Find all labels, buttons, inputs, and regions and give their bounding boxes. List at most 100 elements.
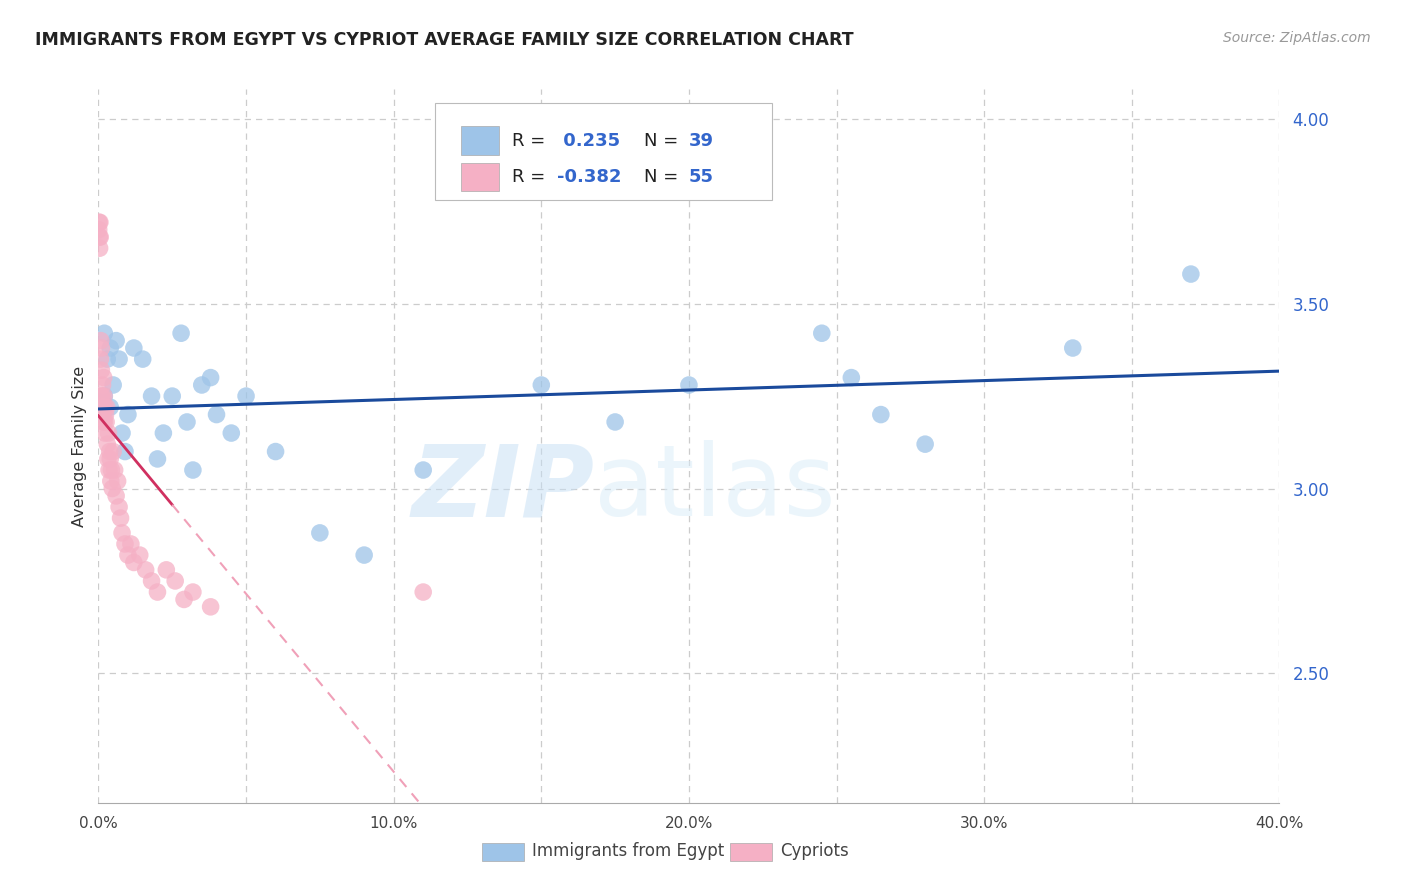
Point (94, 408, 117, 422)
Point (90, 389, 112, 403)
Point (87, 223, 110, 237)
Point (93, 400, 115, 414)
Point (98, 400, 121, 414)
Point (162, 389, 183, 403)
Point (96, 400, 118, 414)
Point (91, 378, 114, 392)
Point (93, 415, 115, 429)
Text: 39: 39 (689, 132, 714, 150)
Point (678, 378, 700, 392)
Point (97, 452, 120, 467)
Point (91, 400, 114, 414)
FancyBboxPatch shape (434, 103, 772, 200)
Y-axis label: Average Family Size: Average Family Size (72, 366, 87, 526)
Point (122, 556, 145, 570)
Point (114, 537, 136, 551)
Point (200, 370, 222, 384)
Point (152, 425, 174, 440)
Point (107, 474, 129, 488)
Point (219, 425, 242, 440)
Point (200, 599, 222, 614)
Text: 0.235: 0.235 (557, 132, 620, 150)
Point (173, 592, 195, 607)
Point (114, 444, 136, 458)
Point (309, 525, 332, 540)
Point (120, 537, 142, 551)
Point (93, 389, 115, 403)
Point (122, 341, 145, 355)
Text: N =: N = (644, 132, 685, 150)
Point (146, 585, 169, 599)
Text: 55: 55 (689, 168, 714, 186)
Point (103, 444, 125, 458)
Point (98, 444, 121, 458)
Point (93, 400, 115, 414)
Point (89, 215, 111, 229)
Point (235, 389, 257, 403)
Point (108, 352, 131, 367)
Point (103, 378, 125, 392)
Point (93, 389, 115, 403)
Point (132, 352, 155, 367)
Point (165, 574, 187, 588)
Point (90, 363, 112, 377)
Point (89, 230, 111, 244)
Text: R =: R = (512, 132, 551, 150)
Point (1062, 341, 1084, 355)
Point (105, 334, 128, 348)
Point (141, 574, 163, 588)
Point (97, 425, 120, 440)
Point (810, 326, 832, 341)
Point (89, 352, 111, 367)
Point (100, 474, 122, 488)
Point (108, 500, 131, 514)
Text: Cypriots: Cypriots (780, 842, 849, 860)
Point (264, 444, 287, 458)
Point (605, 415, 627, 429)
Point (98, 341, 121, 355)
Point (98, 463, 121, 477)
Point (110, 511, 132, 525)
Point (89, 230, 111, 244)
FancyBboxPatch shape (730, 843, 772, 862)
Point (146, 452, 169, 467)
Text: R =: R = (512, 168, 551, 186)
Text: -0.382: -0.382 (557, 168, 621, 186)
Point (90, 408, 112, 422)
FancyBboxPatch shape (482, 843, 523, 862)
Point (91, 408, 114, 422)
Point (117, 548, 139, 562)
Point (96, 437, 118, 451)
Point (914, 437, 936, 451)
Point (117, 408, 139, 422)
Point (94, 415, 117, 429)
Point (93, 370, 115, 384)
Point (181, 585, 204, 599)
Text: Immigrants from Egypt: Immigrants from Egypt (531, 842, 724, 860)
Point (141, 389, 163, 403)
Point (101, 482, 124, 496)
Point (111, 425, 134, 440)
Point (98, 452, 121, 467)
Point (155, 563, 177, 577)
Point (89, 241, 111, 255)
FancyBboxPatch shape (461, 162, 499, 191)
Text: Source: ZipAtlas.com: Source: ZipAtlas.com (1223, 31, 1371, 45)
Point (91, 415, 114, 429)
Point (191, 378, 214, 392)
Point (91, 389, 114, 403)
Point (353, 548, 375, 562)
Point (94, 425, 117, 440)
FancyBboxPatch shape (461, 127, 499, 155)
Point (90, 341, 112, 355)
Point (412, 463, 434, 477)
Point (105, 489, 128, 503)
Point (96, 352, 118, 367)
Point (181, 463, 204, 477)
Point (104, 463, 127, 477)
Point (128, 548, 150, 562)
Point (111, 525, 134, 540)
Text: atlas: atlas (595, 441, 837, 537)
Point (205, 408, 228, 422)
Point (135, 563, 157, 577)
